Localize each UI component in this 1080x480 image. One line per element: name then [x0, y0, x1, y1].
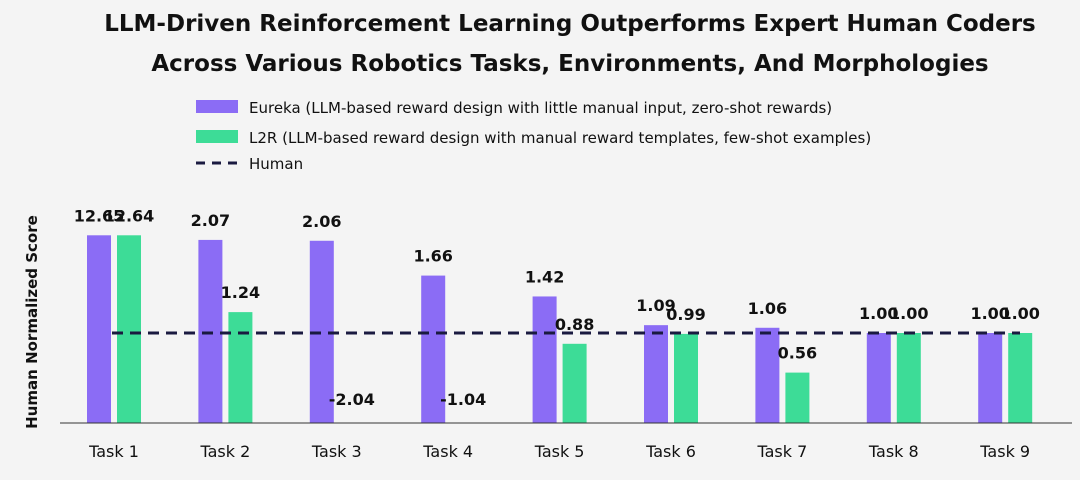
value-label-eureka-task-2: 2.07: [191, 211, 230, 230]
value-label-eureka-task-6: 1.09: [636, 296, 675, 315]
value-label-l2r-task-8: 1.00: [889, 304, 928, 323]
value-label-l2r-task-4: -1.04: [440, 390, 486, 409]
value-label-eureka-task-7: 1.06: [748, 299, 787, 318]
bar-l2r-task-1: [117, 235, 141, 423]
bar-l2r-task-6: [674, 333, 698, 423]
value-label-eureka-task-4: 1.66: [413, 247, 452, 266]
bar-l2r-task-2: [228, 312, 253, 423]
legend-label-eureka: Eureka (LLM-based reward design with lit…: [249, 99, 832, 117]
value-label-eureka-task-3: 2.06: [302, 212, 341, 231]
legend-swatch-eureka: [196, 100, 238, 113]
bar-eureka-task-1: [87, 235, 111, 423]
legend: Eureka (LLM-based reward design with lit…: [196, 99, 871, 173]
legend-label-human: Human: [249, 155, 303, 173]
bar-eureka-task-4: [421, 275, 446, 423]
bar-eureka-task-8: [866, 333, 891, 423]
legend-swatch-l2r: [196, 130, 238, 143]
legend-label-l2r: L2R (LLM-based reward design with manual…: [249, 129, 871, 147]
x-tick-task-3: Task 3: [311, 442, 362, 461]
value-label-eureka-task-9: 1.00: [970, 304, 1009, 323]
x-tick-task-9: Task 9: [979, 442, 1030, 461]
x-tick-task-8: Task 8: [868, 442, 919, 461]
y-axis-label: Human Normalized Score: [23, 215, 41, 429]
x-tick-task-2: Task 2: [200, 442, 251, 461]
value-label-l2r-task-9: 1.00: [1000, 304, 1039, 323]
bar-eureka-task-5: [532, 296, 557, 423]
value-label-l2r-task-6: 0.99: [666, 305, 705, 324]
bar-eureka-task-6: [644, 325, 668, 423]
chart-title-line-1: LLM-Driven Reinforcement Learning Outper…: [104, 11, 1036, 37]
value-label-l2r-task-5: 0.88: [555, 315, 594, 334]
bar-eureka-task-7: [755, 327, 780, 423]
x-tick-task-7: Task 7: [757, 442, 808, 461]
bar-eureka-task-9: [978, 333, 1003, 423]
bar-l2r-task-7: [785, 372, 810, 423]
value-label-l2r-task-1: 12.64: [104, 206, 155, 225]
value-label-eureka-task-5: 1.42: [525, 267, 564, 286]
bar-l2r-task-9: [1008, 333, 1033, 423]
x-tick-task-6: Task 6: [645, 442, 696, 461]
chart-title-line-2: Across Various Robotics Tasks, Environme…: [151, 51, 988, 77]
value-label-l2r-task-7: 0.56: [778, 344, 817, 363]
value-label-l2r-task-2: 1.24: [221, 283, 260, 302]
x-tick-task-4: Task 4: [422, 442, 473, 461]
x-tick-task-5: Task 5: [534, 442, 585, 461]
value-label-eureka-task-1: 12.65: [74, 206, 125, 225]
bar-l2r-task-8: [896, 333, 921, 423]
x-ticks-group: Task 1 Task 2 Task 3 Task 4 Task 5 Task 6 Task…: [88, 442, 1030, 461]
bar-eureka-task-2: [198, 239, 223, 423]
value-label-eureka-task-8: 1.00: [859, 304, 898, 323]
value-label-l2r-task-3: -2.04: [329, 390, 375, 409]
x-tick-task-1: Task 1: [88, 442, 139, 461]
bar-l2r-task-5: [562, 343, 587, 423]
